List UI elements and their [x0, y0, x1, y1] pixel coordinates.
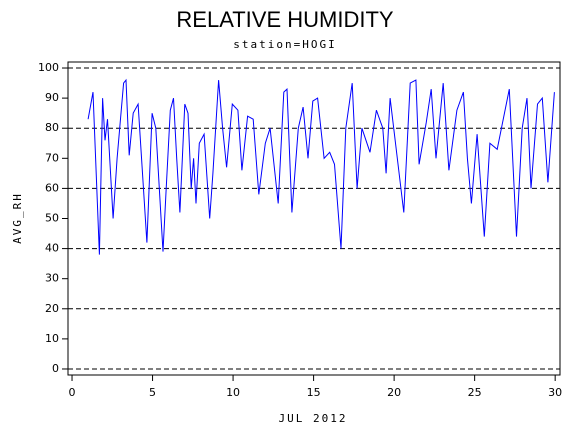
y-tick-label: 20 — [45, 302, 59, 315]
y-tick-label: 30 — [45, 272, 59, 285]
y-tick-label: 80 — [45, 121, 59, 134]
x-tick-label: 0 — [69, 386, 76, 399]
x-axis-label: JUL 2012 — [279, 412, 348, 425]
chart-title: RELATIVE HUMIDITY — [176, 7, 394, 32]
x-tick-label: 10 — [226, 386, 240, 399]
x-tick-label: 30 — [548, 386, 562, 399]
y-tick-label: 90 — [45, 91, 59, 104]
y-tick-label: 100 — [38, 61, 59, 74]
y-tick-label: 0 — [52, 362, 59, 375]
y-tick-label: 70 — [45, 151, 59, 164]
chart-subtitle: station=HOGI — [233, 38, 336, 51]
x-tick-label: 5 — [149, 386, 156, 399]
x-tick-label: 25 — [468, 386, 482, 399]
x-tick-label: 15 — [307, 386, 321, 399]
y-tick-label: 60 — [45, 181, 59, 194]
x-tick-label: 20 — [387, 386, 401, 399]
y-tick-label: 50 — [45, 212, 59, 225]
y-tick-label: 40 — [45, 242, 59, 255]
data-line — [87, 78, 555, 255]
y-axis-label: AVG_RH — [11, 192, 24, 244]
y-tick-label: 10 — [45, 332, 59, 345]
plot-frame — [67, 61, 561, 376]
